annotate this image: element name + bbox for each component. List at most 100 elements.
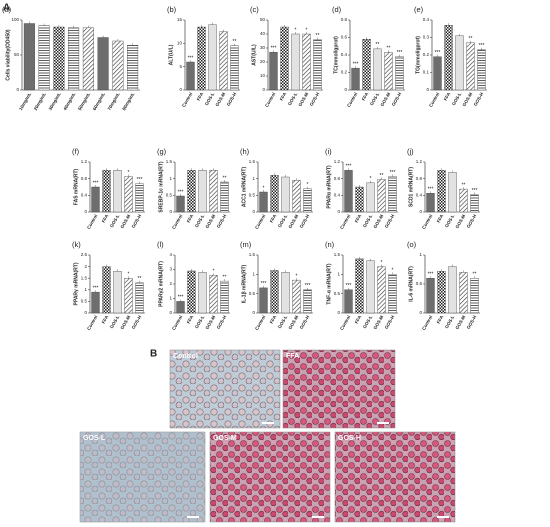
bar <box>270 270 279 314</box>
x-tick-label: GOS-L <box>109 314 121 329</box>
significance: ** <box>316 33 320 39</box>
bar <box>197 26 206 91</box>
significance: *** <box>137 177 143 183</box>
x-tick-label: Control <box>339 315 351 331</box>
x-tick-label: FFA <box>101 314 110 325</box>
bar <box>377 179 386 213</box>
bar <box>187 170 196 213</box>
significance: ** <box>462 182 466 188</box>
x-tick-label: GOS-H <box>309 92 321 107</box>
y-axis-label: PPARγ2 mRNA(RT) <box>158 261 164 307</box>
bar <box>102 266 111 314</box>
significance: * <box>128 272 130 278</box>
significance: *** <box>261 281 267 287</box>
bar <box>124 278 133 314</box>
bar <box>230 45 239 91</box>
scale-bar <box>187 516 199 518</box>
bar <box>68 27 80 91</box>
bar <box>91 186 100 213</box>
bar <box>444 25 453 91</box>
bar <box>344 170 353 213</box>
y-axis-label: FAS mRNA(RT) <box>73 168 79 205</box>
y-tick-label: 2 <box>84 264 87 269</box>
significance: ** <box>469 36 473 42</box>
y-tick-label: 1.5 <box>249 252 256 257</box>
bar <box>448 266 457 314</box>
y-tick-label: 15 <box>177 17 183 22</box>
significance: ** <box>387 46 391 52</box>
bar <box>135 183 144 213</box>
y-tick-label: 0.5 <box>249 193 256 198</box>
x-tick-label: GOS-H <box>299 214 311 229</box>
bar <box>176 195 185 213</box>
x-tick-label: Control <box>428 92 440 108</box>
y-tick-label: 0.3 <box>423 35 430 40</box>
significance: * <box>370 176 372 182</box>
bar <box>459 272 468 314</box>
panel-label: (j) <box>407 147 414 156</box>
y-tick-label: 0 <box>426 87 429 92</box>
y-tick-label: 0.4 <box>416 193 423 198</box>
x-tick-label: FFA <box>436 314 445 325</box>
bar <box>437 271 446 314</box>
micrograph <box>169 349 281 429</box>
x-tick-label: FFA <box>196 91 205 102</box>
significance: ** <box>138 276 142 282</box>
bar <box>219 31 228 91</box>
bar <box>270 175 279 213</box>
bar <box>187 270 196 314</box>
y-tick-label: 0 <box>252 209 255 214</box>
x-tick-label: Control <box>254 214 266 230</box>
bar <box>198 272 207 314</box>
x-tick-label: GOS-H <box>226 92 238 107</box>
bar <box>426 278 435 314</box>
significance: ** <box>376 42 380 48</box>
y-axis-label: TG(mmol/gprot) <box>415 36 421 74</box>
y-tick-label: 1 <box>252 176 255 181</box>
bar <box>269 52 278 91</box>
panel-label: (e) <box>414 5 424 14</box>
x-tick-label: GOS-H <box>131 315 143 330</box>
x-tick-label: GOS-L <box>277 213 289 228</box>
y-tick-label: 1.5 <box>81 275 88 280</box>
x-tick-label: FFA <box>354 213 363 224</box>
y-tick-label: 0.4 <box>341 52 348 57</box>
panel-label: (o) <box>407 240 417 249</box>
panel-label: (f) <box>72 147 80 156</box>
y-tick-label: 0 <box>84 209 87 214</box>
bar <box>198 170 207 213</box>
bar <box>281 272 290 314</box>
y-tick-label: 0.8 <box>416 176 423 181</box>
scale-bar <box>262 422 274 424</box>
y-tick-label: 0.8 <box>341 17 348 22</box>
significance: *** <box>271 46 277 52</box>
y-tick-label: 1.5 <box>249 159 256 164</box>
bar <box>220 280 229 314</box>
panel-label: (k) <box>72 240 81 249</box>
y-tick-label: 3 <box>169 267 172 272</box>
significance: *** <box>428 187 434 193</box>
significance: *** <box>178 295 184 301</box>
bar <box>355 186 364 213</box>
x-tick-label: GOS-H <box>216 315 228 330</box>
bar <box>466 42 475 91</box>
bar <box>344 289 353 314</box>
x-tick-label: Control <box>346 92 358 108</box>
x-tick-label: Control <box>86 315 98 331</box>
y-tick-label: 0 <box>419 209 422 214</box>
significance: *** <box>397 50 403 56</box>
significance: * <box>296 273 298 279</box>
x-tick-label: FFA <box>361 91 370 102</box>
micrograph-label: FFA <box>286 353 299 360</box>
bar <box>303 188 312 213</box>
bar <box>220 181 229 213</box>
x-tick-label: Control <box>339 214 351 230</box>
significance: * <box>381 260 383 266</box>
y-tick-label: 2.5 <box>81 252 88 257</box>
y-tick-label: 0.5 <box>334 291 341 296</box>
panel-label: (g) <box>157 147 167 156</box>
bar <box>373 48 382 91</box>
y-tick-label: 0.2 <box>423 52 430 57</box>
y-tick-label: 10 <box>177 41 183 46</box>
